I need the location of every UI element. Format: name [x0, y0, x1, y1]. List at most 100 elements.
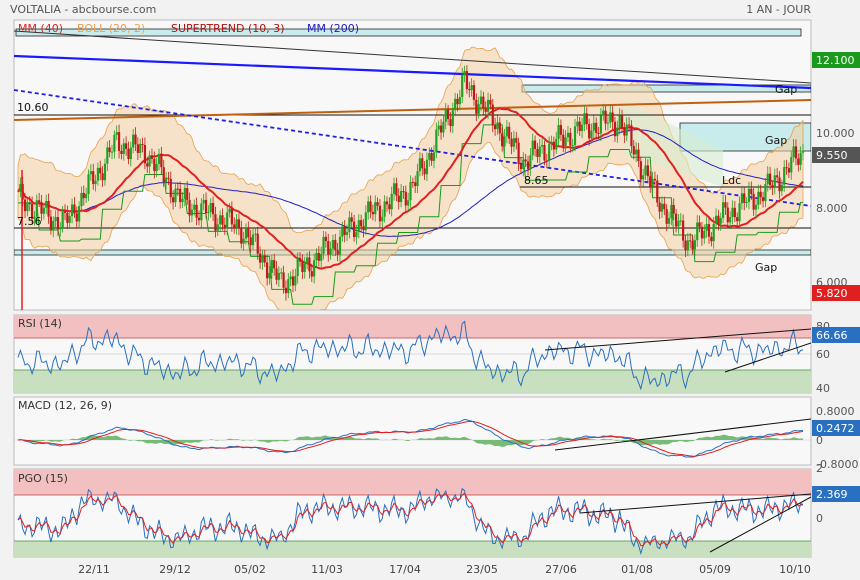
candle-body — [251, 234, 255, 246]
candle-body — [345, 232, 349, 235]
macd-badge — [812, 420, 860, 436]
x-label-05-02: 05/02 — [234, 563, 266, 576]
candle-body — [743, 193, 746, 203]
candle-body — [684, 240, 687, 251]
candle-body — [653, 178, 657, 181]
candle-body — [31, 203, 34, 219]
candle-body — [204, 199, 208, 214]
candle-body — [731, 207, 734, 218]
candle-body — [59, 227, 62, 230]
gap-label-3: Gap — [755, 261, 777, 274]
candle-body — [211, 203, 215, 215]
candle-body — [658, 202, 661, 212]
candle-body — [101, 173, 104, 181]
candle-body — [566, 132, 570, 138]
candle-body — [606, 122, 610, 124]
candle-body — [693, 240, 696, 250]
candle-body — [221, 215, 224, 225]
candle-body — [26, 203, 29, 212]
y-tick-10: 10.000 — [816, 127, 855, 140]
candle-body — [308, 257, 311, 272]
candle-body — [477, 104, 480, 114]
candle-body — [533, 140, 537, 150]
candle-body — [787, 168, 790, 173]
candle-body — [682, 220, 685, 241]
candle-body — [745, 202, 748, 204]
candle-body — [360, 220, 363, 227]
candle-body — [247, 228, 250, 238]
candle-body — [456, 98, 459, 105]
candle-body — [242, 238, 245, 244]
candle-body — [103, 163, 107, 181]
candle-body — [409, 182, 412, 201]
candle-body — [780, 184, 783, 192]
candle-body — [42, 207, 45, 214]
candle-body — [656, 180, 659, 203]
candle-body — [258, 253, 262, 263]
candle-body — [54, 217, 57, 221]
candle-body — [284, 287, 288, 294]
candle-body — [632, 146, 635, 155]
candle-body — [472, 85, 476, 100]
x-label-29-12: 29/12 — [159, 563, 191, 576]
candle-body — [110, 151, 114, 153]
candle-body — [557, 125, 560, 139]
candle-body — [689, 240, 692, 242]
candle-body — [505, 126, 508, 137]
pgo-trendline-top — [579, 493, 811, 514]
price-badge-high-text: 12.100 — [816, 54, 855, 67]
candle-body — [486, 99, 490, 112]
candle-body — [710, 236, 713, 242]
candle-body — [733, 207, 736, 218]
candle-body — [263, 255, 266, 263]
candle-body — [667, 218, 671, 224]
candle-body — [282, 272, 285, 288]
candle-body — [261, 255, 264, 263]
candle-body — [461, 75, 464, 97]
candle-body — [468, 89, 471, 91]
pgo-lower-zone — [14, 541, 811, 557]
candle-body — [244, 228, 248, 239]
candle-body — [80, 192, 83, 207]
candle-body — [129, 147, 132, 160]
candle-body — [602, 110, 605, 116]
candle-body — [392, 183, 396, 194]
candle-body — [736, 217, 739, 222]
candle-body — [38, 200, 41, 203]
candle-body — [280, 272, 283, 274]
price-badge-last — [812, 147, 860, 163]
candlesticks — [19, 65, 805, 301]
macd-badge-text: 0.2472 — [816, 422, 855, 435]
candle-body — [613, 121, 617, 137]
candle-body — [143, 144, 147, 164]
candle-body — [310, 271, 313, 277]
candle-body — [785, 167, 788, 169]
candle-body — [334, 239, 337, 251]
candle-body — [240, 228, 243, 244]
candle-body — [404, 191, 407, 206]
candle-body — [190, 209, 194, 216]
candle-body — [501, 133, 504, 147]
candle-body — [294, 276, 297, 286]
candle-body — [639, 161, 642, 180]
candle-body — [649, 176, 652, 187]
candle-body — [209, 203, 212, 213]
candle-body — [531, 140, 534, 156]
candle-body — [352, 221, 356, 238]
candle-body — [115, 132, 118, 135]
candle-body — [139, 143, 142, 153]
pgo-upper-zone — [14, 469, 811, 495]
candle-body — [329, 248, 332, 255]
candle-body — [672, 205, 675, 214]
candle-body — [799, 152, 802, 165]
price-badge-high — [812, 52, 860, 68]
candle-body — [541, 145, 544, 147]
candle-body — [303, 263, 306, 272]
candle-body — [776, 175, 779, 178]
candle-body — [136, 144, 139, 153]
candle-body — [635, 149, 638, 155]
candle-body — [482, 96, 485, 109]
candle-body — [449, 119, 452, 126]
candle-body — [421, 158, 424, 169]
rsi-badge-text: 66.66 — [816, 329, 848, 342]
